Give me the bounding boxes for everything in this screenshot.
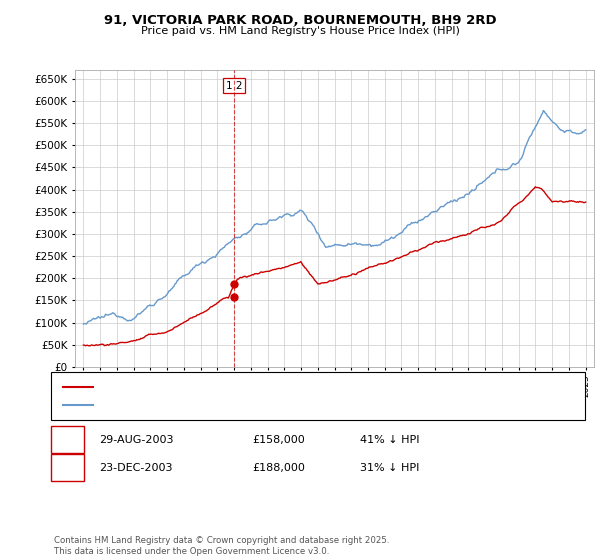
Text: 41% ↓ HPI: 41% ↓ HPI xyxy=(360,435,419,445)
Text: 91, VICTORIA PARK ROAD, BOURNEMOUTH, BH9 2RD (detached house): 91, VICTORIA PARK ROAD, BOURNEMOUTH, BH9… xyxy=(99,382,448,392)
Text: 91, VICTORIA PARK ROAD, BOURNEMOUTH, BH9 2RD: 91, VICTORIA PARK ROAD, BOURNEMOUTH, BH9… xyxy=(104,14,496,27)
Text: 29-AUG-2003: 29-AUG-2003 xyxy=(99,435,173,445)
Text: 1 2: 1 2 xyxy=(226,81,242,91)
Text: 31% ↓ HPI: 31% ↓ HPI xyxy=(360,463,419,473)
Text: Price paid vs. HM Land Registry's House Price Index (HPI): Price paid vs. HM Land Registry's House … xyxy=(140,26,460,36)
Text: 23-DEC-2003: 23-DEC-2003 xyxy=(99,463,173,473)
Text: £188,000: £188,000 xyxy=(252,463,305,473)
Text: £158,000: £158,000 xyxy=(252,435,305,445)
Text: 1: 1 xyxy=(64,433,71,446)
Text: 2: 2 xyxy=(64,461,71,474)
Text: Contains HM Land Registry data © Crown copyright and database right 2025.
This d: Contains HM Land Registry data © Crown c… xyxy=(54,536,389,556)
Text: HPI: Average price, detached house, Bournemouth Christchurch and Poole: HPI: Average price, detached house, Bour… xyxy=(99,400,463,410)
